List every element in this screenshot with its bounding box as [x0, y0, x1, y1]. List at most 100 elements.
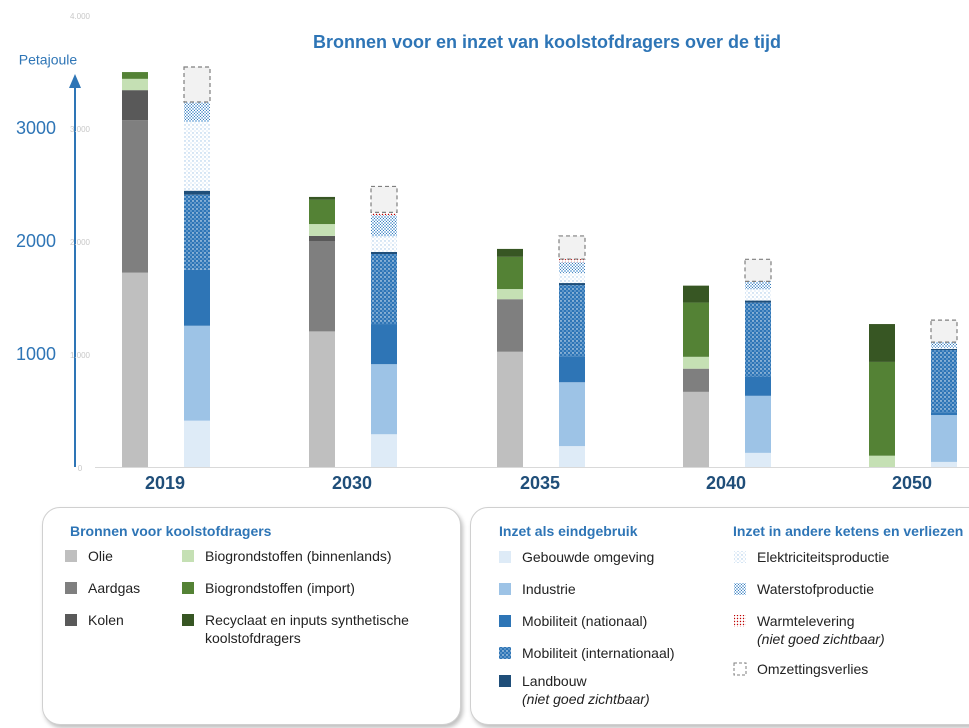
bar-segment [745, 302, 771, 377]
bar-segment [497, 256, 523, 290]
bar-segment [122, 120, 148, 273]
legend-item: Omzettingsverlies [733, 660, 967, 678]
bar-segment [930, 319, 958, 343]
bar-segment [371, 212, 397, 216]
legend-swatch [65, 614, 77, 626]
y-tick-label: 4.000 [70, 12, 91, 21]
legend-swatch-icon [734, 615, 746, 627]
legend-item: Landbouw (niet goed zichtbaar) [499, 672, 722, 708]
legend-swatch [65, 550, 77, 562]
legend-swatch [499, 675, 511, 687]
bar-segment [309, 331, 335, 467]
legend-swatch-icon [733, 662, 747, 676]
bar-segment [371, 324, 397, 365]
bar-segment [745, 395, 771, 453]
y-tick-label: 1.000 [70, 351, 91, 360]
legend-swatch-icon [182, 582, 194, 594]
bar-segment [745, 300, 771, 303]
legend-swatch [182, 550, 194, 562]
legend-label: Landbouw [522, 673, 587, 689]
bar-segment [371, 215, 397, 237]
bar-segment [184, 420, 210, 467]
bar-segment [371, 434, 397, 467]
y-axis-arrow [69, 74, 81, 88]
legend-label: Biogrondstoffen (binnenlands) [205, 548, 392, 564]
bar-segment [184, 190, 210, 195]
legend-item: Mobiliteit (internationaal) [499, 644, 722, 662]
legend-label: Omzettingsverlies [757, 661, 869, 677]
bar-segment [869, 361, 895, 456]
legend-item: Biogrondstoffen (import) [182, 579, 445, 597]
bar-segment [184, 102, 210, 122]
legend-item: Aardgas [65, 579, 168, 597]
legend-label: Industrie [522, 581, 576, 597]
legend-swatch-icon [499, 647, 511, 659]
bar-segment [683, 302, 709, 357]
legend-item: Warmtelevering (niet goed zichtbaar) [734, 612, 967, 648]
x-tick-label: 2035 [520, 473, 560, 493]
legend-swatch [733, 662, 747, 676]
legend-note: (niet goed zichtbaar) [522, 691, 650, 707]
legend-item: Elektriciteitsproductie [734, 548, 967, 566]
legend-swatch [734, 615, 746, 627]
bar-segment [558, 235, 586, 260]
legend-swatch-icon [499, 551, 511, 563]
y-axis-value-label: 2000 [16, 231, 56, 251]
y-tick-label: 0 [78, 464, 83, 473]
bar-segment [309, 196, 335, 200]
legend-label: Elektriciteitsproductie [757, 549, 890, 565]
bar-segment [371, 251, 397, 254]
legend-item: Kolen [65, 611, 168, 629]
legend-swatch-icon [734, 583, 746, 595]
bar-segment [309, 199, 335, 225]
bar-segment [309, 241, 335, 332]
y-axis-value-label: 1000 [16, 344, 56, 364]
bar-segment [184, 194, 210, 270]
bar-segment [744, 258, 772, 282]
bar-segment [745, 376, 771, 396]
legend-item: Mobiliteit (nationaal) [499, 612, 722, 630]
bar-segment [309, 235, 335, 241]
bar-segment [683, 391, 709, 467]
bar-segment [309, 224, 335, 236]
bar-segment [184, 121, 210, 191]
x-tick-label: 2019 [145, 473, 185, 493]
y-axis-label: Petajoule [19, 52, 78, 68]
bar-segment [931, 348, 957, 351]
bar-segment [559, 283, 585, 286]
legend-item: Gebouwde omgeving [499, 548, 722, 566]
legend-item: Olie [65, 547, 168, 565]
bar-segment [559, 446, 585, 467]
bar-segment [497, 351, 523, 467]
chart-title: Bronnen voor en inzet van koolstofdrager… [313, 32, 781, 52]
legend-label: Olie [88, 548, 113, 564]
legend-swatch-icon [182, 550, 194, 562]
legend-note: (niet goed zichtbaar) [757, 631, 885, 647]
legend-swatch [65, 582, 77, 594]
legend-swatch-icon [182, 614, 194, 626]
legend-swatch-icon [734, 551, 746, 563]
legend-swatch-icon [499, 583, 511, 595]
legend-label: Gebouwde omgeving [522, 549, 655, 565]
bar-segment [745, 289, 771, 301]
bar-segment [371, 236, 397, 252]
legend-swatch-icon [499, 675, 511, 687]
legend-swatch [499, 647, 511, 659]
x-tick-label: 2040 [706, 473, 746, 493]
bar-segment [869, 455, 895, 467]
bar-segment [497, 248, 523, 257]
legend-label: Waterstofproductie [757, 581, 874, 597]
legend-label: Kolen [88, 612, 124, 628]
legend-swatch-icon [499, 615, 511, 627]
x-tick-label: 2050 [892, 473, 932, 493]
bar-segment [122, 72, 148, 79]
bar-segment [183, 66, 211, 103]
bar-segment [559, 285, 585, 357]
legend-item: Waterstofproductie [734, 580, 967, 598]
bar-segment [371, 364, 397, 435]
legend-swatch [182, 582, 194, 594]
bar-segment [683, 285, 709, 303]
legend-swatch [734, 583, 746, 595]
legend-swatch [499, 551, 511, 563]
